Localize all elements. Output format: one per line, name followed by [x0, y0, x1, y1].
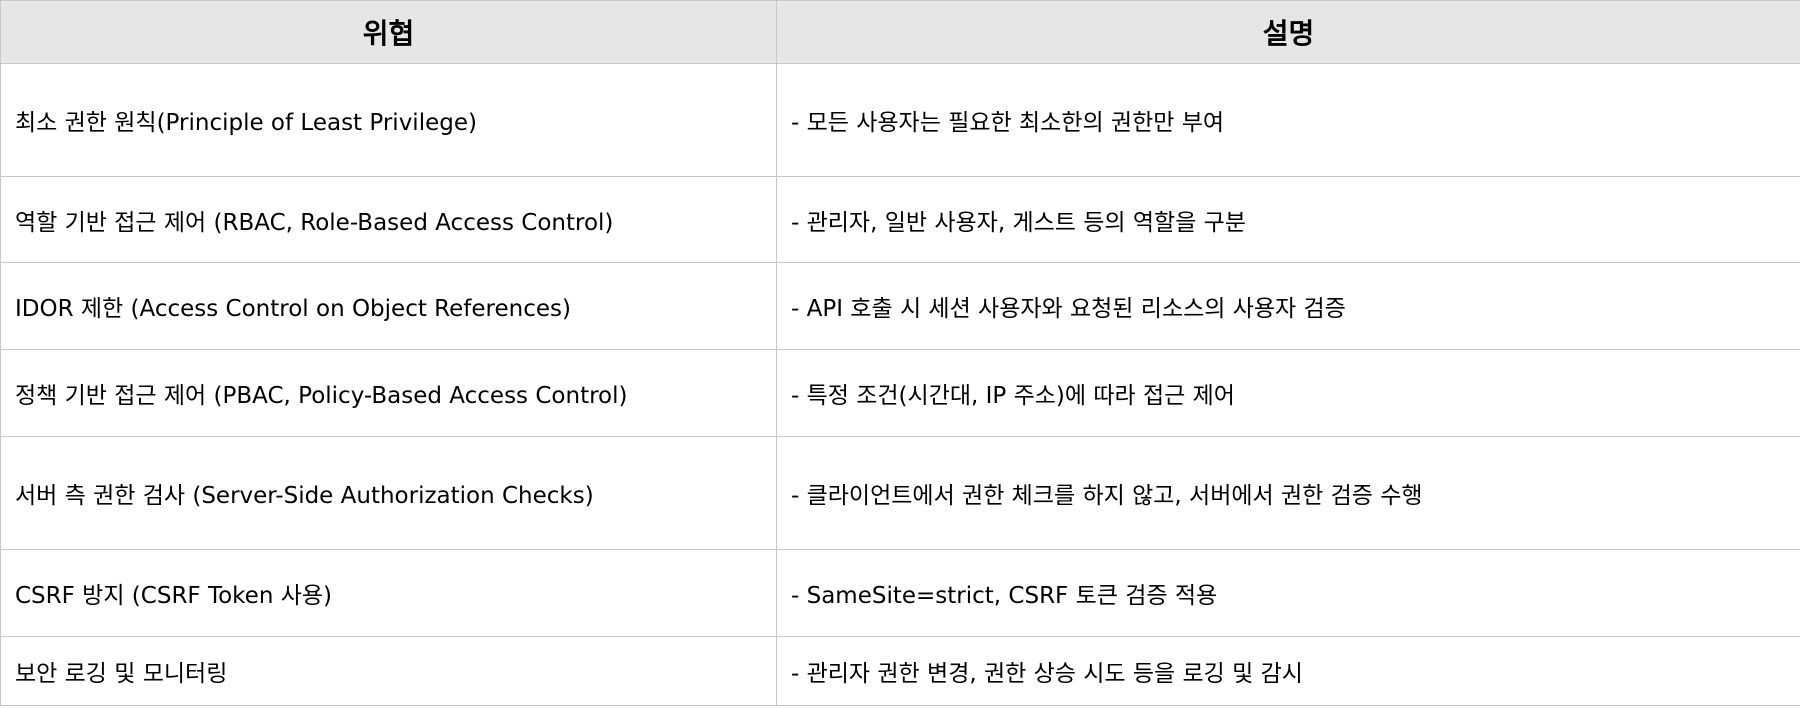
threat-cell: 최소 권한 원칙(Principle of Least Privilege)	[0, 63, 777, 177]
description-cell: - 모든 사용자는 필요한 최소한의 권한만 부여	[776, 63, 1800, 177]
description-cell: - 클라이언트에서 권한 체크를 하지 않고, 서버에서 권한 검증 수행	[776, 436, 1800, 550]
table-row: 서버 측 권한 검사 (Server-Side Authorization Ch…	[0, 436, 1800, 550]
table-row: 보안 로깅 및 모니터링 - 관리자 권한 변경, 권한 상승 시도 등을 로깅…	[0, 636, 1800, 706]
threat-cell: 역할 기반 접근 제어 (RBAC, Role-Based Access Con…	[0, 176, 777, 263]
description-cell: - SameSite=strict, CSRF 토큰 검증 적용	[776, 549, 1800, 637]
description-cell: - API 호출 시 세션 사용자와 요청된 리소스의 사용자 검증	[776, 262, 1800, 350]
table-row: 정책 기반 접근 제어 (PBAC, Policy-Based Access C…	[0, 349, 1800, 437]
threat-cell: 보안 로깅 및 모니터링	[0, 636, 777, 706]
threat-cell: IDOR 제한 (Access Control on Object Refere…	[0, 262, 777, 350]
table-header-row: 위협 설명	[0, 0, 1800, 64]
table-row: IDOR 제한 (Access Control on Object Refere…	[0, 262, 1800, 350]
description-cell: - 관리자, 일반 사용자, 게스트 등의 역할을 구분	[776, 176, 1800, 263]
description-cell: - 관리자 권한 변경, 권한 상승 시도 등을 로깅 및 감시	[776, 636, 1800, 706]
table-row: 역할 기반 접근 제어 (RBAC, Role-Based Access Con…	[0, 176, 1800, 263]
header-threat: 위협	[0, 0, 777, 64]
table-row: CSRF 방지 (CSRF Token 사용) - SameSite=stric…	[0, 549, 1800, 637]
header-description: 설명	[776, 0, 1800, 64]
threat-cell: 정책 기반 접근 제어 (PBAC, Policy-Based Access C…	[0, 349, 777, 437]
table-row: 최소 권한 원칙(Principle of Least Privilege) -…	[0, 63, 1800, 177]
description-cell: - 특정 조건(시간대, IP 주소)에 따라 접근 제어	[776, 349, 1800, 437]
threat-cell: CSRF 방지 (CSRF Token 사용)	[0, 549, 777, 637]
threat-cell: 서버 측 권한 검사 (Server-Side Authorization Ch…	[0, 436, 777, 550]
